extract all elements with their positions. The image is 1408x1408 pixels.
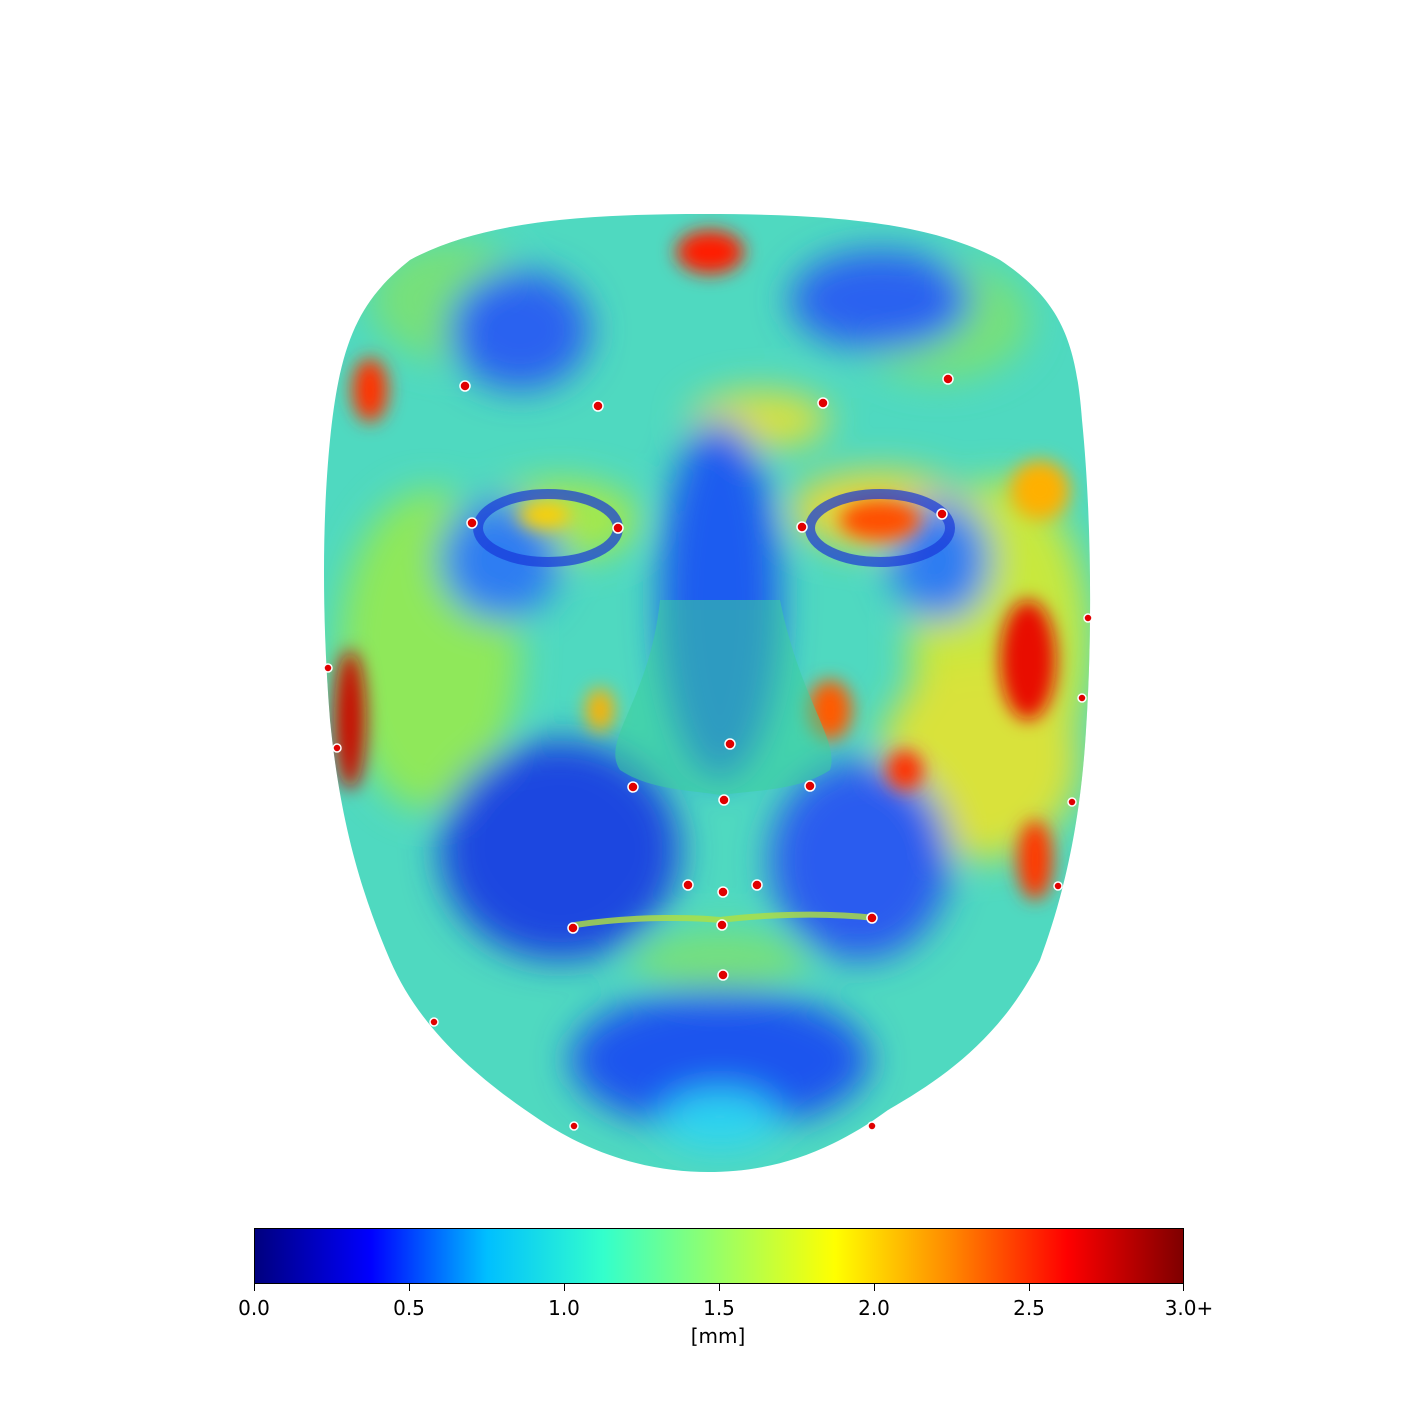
colorbar-unit-label: [mm] xyxy=(690,1324,746,1348)
landmarks xyxy=(323,373,1093,1131)
colorbar-tick xyxy=(1183,1284,1184,1291)
colorbar-tick-label: 2.0 xyxy=(858,1296,890,1320)
colorbar-tick xyxy=(564,1284,565,1291)
colorbar-tick-label: 3.0+ xyxy=(1164,1296,1214,1320)
colorbar-tick-label: 0.0 xyxy=(238,1296,270,1320)
colorbar-tick xyxy=(719,1284,720,1291)
face-surface xyxy=(324,214,1091,1172)
colorbar-tick-label: 2.5 xyxy=(1013,1296,1045,1320)
colorbar-tick xyxy=(409,1284,410,1291)
colorbar-tick-label: 1.0 xyxy=(548,1296,580,1320)
colorbar-tick xyxy=(254,1284,255,1291)
colorbar-tick xyxy=(1029,1284,1030,1291)
colorbar xyxy=(254,1228,1184,1284)
colorbar-tick-label: 1.5 xyxy=(703,1296,735,1320)
colorbar-tick-label: 0.5 xyxy=(393,1296,425,1320)
colorbar-tick xyxy=(874,1284,875,1291)
